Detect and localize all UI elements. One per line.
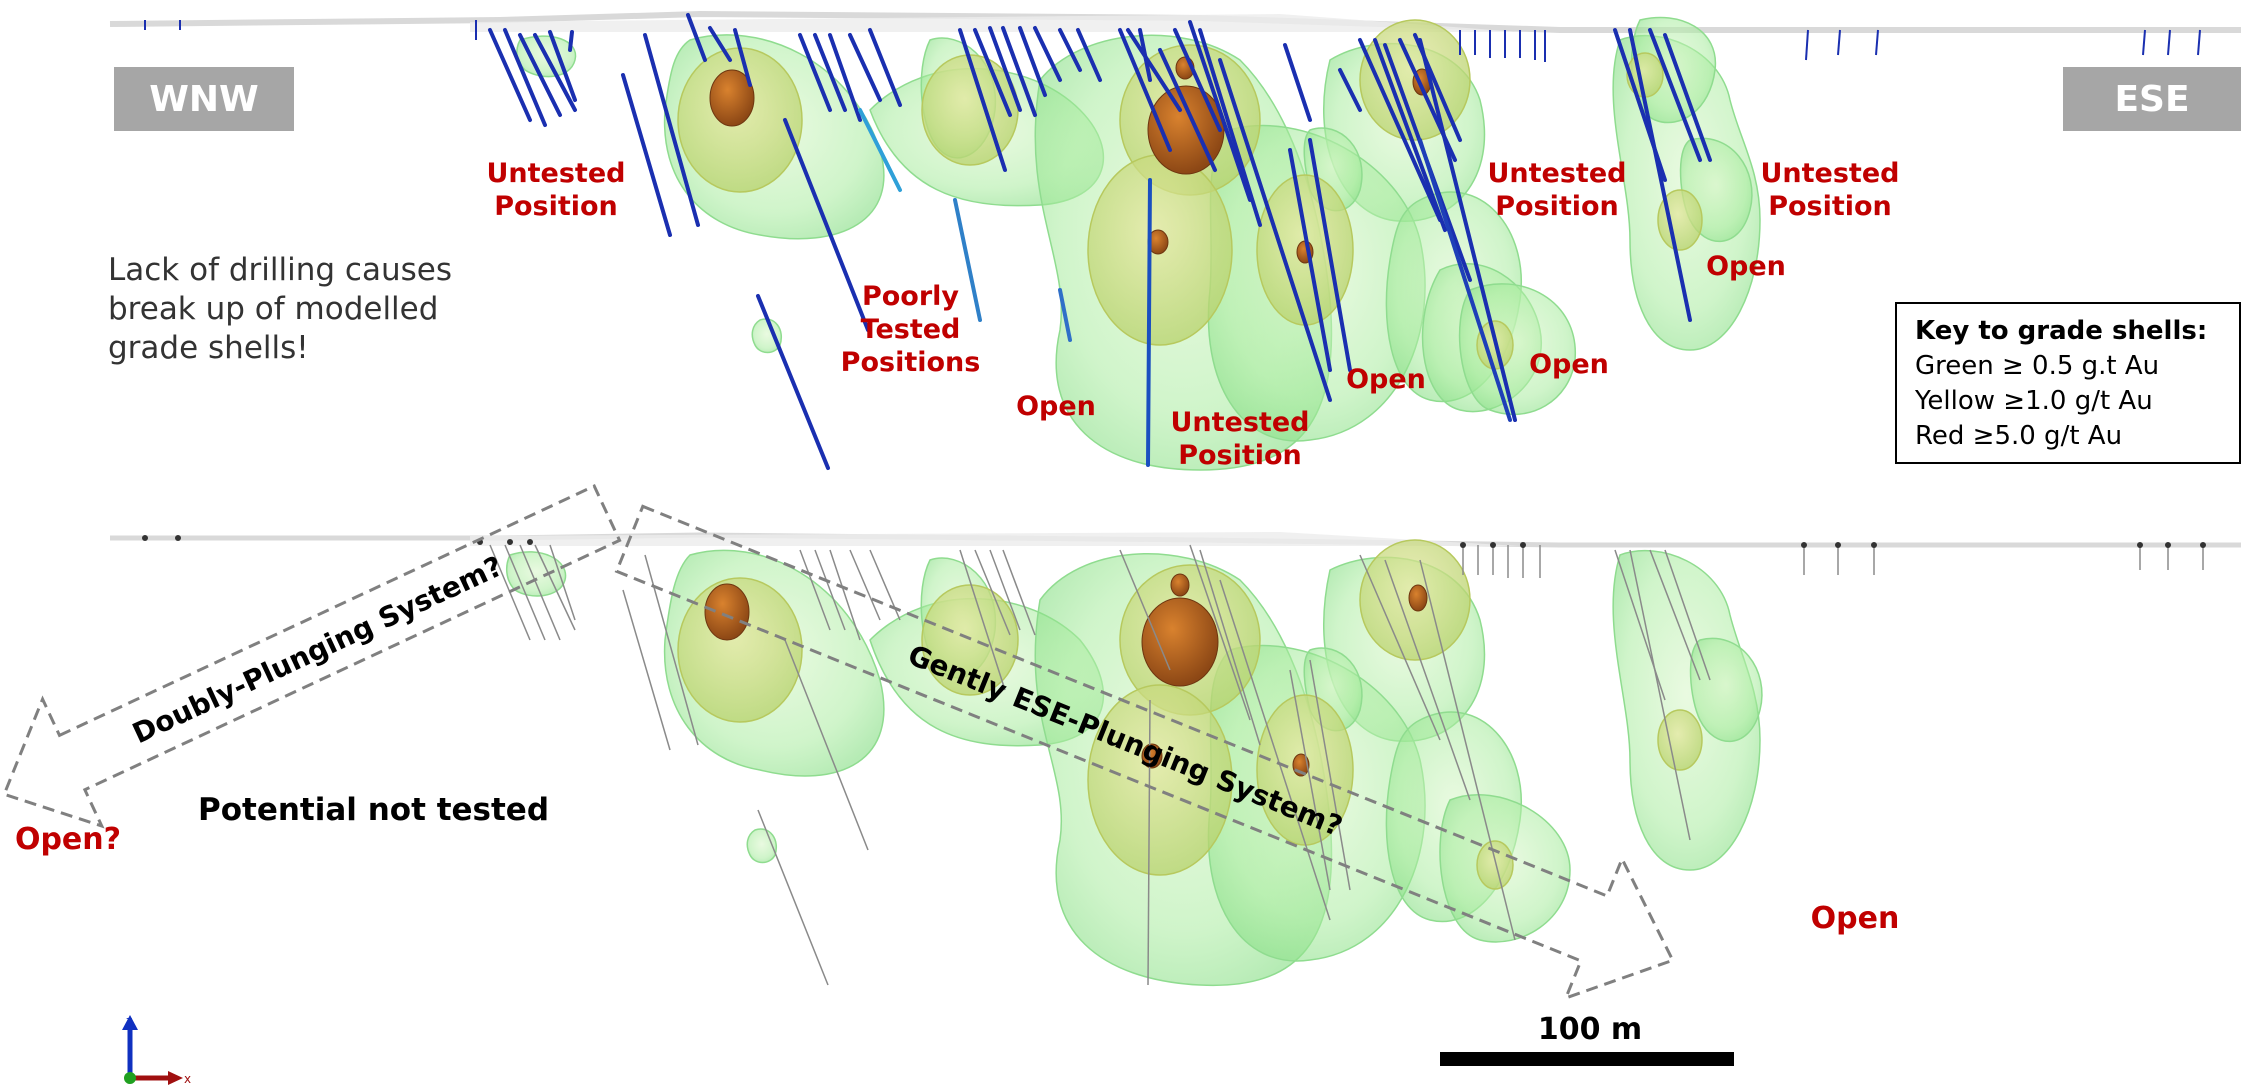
top-panel-section	[109, 10, 2241, 471]
key-green: Green ≥ 0.5 g.t Au	[1915, 351, 2160, 381]
top-drillholes	[488, 13, 1712, 470]
drilling-note: Lack of drilling causes break up of mode…	[108, 251, 498, 368]
note-line-3: grade shells!	[108, 330, 309, 366]
untested-position-label-4: Untested Position	[1760, 158, 1900, 222]
bottom-panel-section: Doubly-Plunging System? Gently ESE-Plung…	[2, 484, 2241, 1001]
open-label-2: Open	[1346, 364, 1426, 395]
open-east-label: Open	[1810, 901, 1900, 936]
note-line-2: break up of modelled	[108, 291, 439, 327]
scale-bar	[1440, 1052, 1734, 1066]
doubly-plunging-label: Doubly-Plunging System?	[127, 549, 507, 750]
grade-shell-key: Key to grade shells: Green ≥ 0.5 g.t Au …	[1895, 302, 2241, 464]
open-label-3: Open	[1529, 349, 1609, 380]
top-collar-ticks	[144, 20, 2201, 62]
wnw-direction-label: WNW	[114, 67, 294, 131]
bottom-collar-dots	[142, 535, 2206, 548]
ese-direction-label: ESE	[2063, 67, 2241, 131]
top-topo-surface-shade	[470, 14, 1520, 32]
untested-position-label-1: Untested Position	[486, 158, 626, 222]
key-red: Red ≥5.0 g/t Au	[1915, 421, 2123, 451]
poorly-tested-label: Poorly Tested Positions	[840, 281, 981, 378]
open-label-1: Open	[1016, 391, 1096, 422]
untested-position-label-3: Untested Position	[1487, 158, 1627, 222]
scale-bar-label: 100 m	[1537, 1012, 1643, 1047]
axis-triad-icon: z x	[122, 1014, 191, 1086]
note-line-1: Lack of drilling causes	[108, 252, 452, 288]
key-title: Key to grade shells:	[1915, 316, 2208, 346]
open-question-label: Open?	[14, 822, 122, 857]
untested-position-label-2: Untested Position	[1170, 407, 1310, 471]
bottom-red-shells	[704, 573, 1428, 777]
key-yellow: Yellow ≥1.0 g/t Au	[1915, 386, 2153, 416]
bottom-drillholes	[489, 544, 2204, 986]
axis-x-label: x	[184, 1072, 191, 1086]
potential-not-tested-label: Potential not tested	[198, 792, 550, 828]
open-label-4: Open	[1706, 251, 1786, 282]
axis-z-label: z	[126, 1014, 132, 1028]
